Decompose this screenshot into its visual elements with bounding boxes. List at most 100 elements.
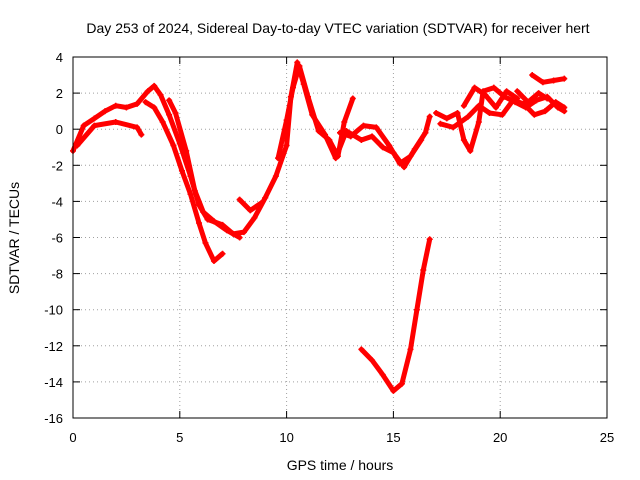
data-point (326, 137, 333, 144)
data-point (492, 104, 499, 111)
data-point (369, 357, 376, 364)
data-point (369, 133, 376, 140)
y-tick-label: -16 (44, 411, 63, 426)
data-point (183, 147, 190, 154)
data-point (80, 122, 87, 129)
data-point (443, 115, 450, 122)
data-point (360, 122, 367, 129)
data-point (341, 118, 348, 125)
data-point (247, 207, 254, 214)
data-point (296, 63, 303, 70)
data-point (349, 95, 356, 102)
data-point (91, 115, 98, 122)
marker-group-track-10 (437, 97, 568, 131)
data-point (236, 196, 243, 203)
data-point (200, 209, 207, 216)
data-point (187, 191, 194, 198)
data-series-track-6 (275, 63, 356, 161)
data-point (413, 306, 420, 313)
data-point (418, 137, 425, 144)
data-point (112, 102, 119, 109)
y-tick-label: -8 (51, 267, 63, 282)
data-point (144, 88, 151, 95)
data-point (236, 234, 243, 241)
data-point (401, 164, 408, 171)
data-series-track-11 (461, 85, 520, 110)
marker-group-track-13 (529, 72, 568, 86)
data-point (142, 99, 149, 106)
data-point (531, 111, 538, 118)
data-point (172, 109, 179, 116)
x-tick-label: 15 (386, 430, 400, 445)
data-point (420, 266, 427, 273)
data-point (499, 111, 506, 118)
data-point (223, 227, 230, 234)
data-point (166, 97, 173, 104)
y-tick-label: 0 (56, 122, 63, 137)
data-point (196, 220, 203, 227)
y-tick-label: -2 (51, 158, 63, 173)
data-point (514, 88, 521, 95)
data-series-track-13 (529, 72, 567, 85)
data-point (134, 100, 141, 107)
data-point (482, 91, 489, 98)
y-tick-label: -10 (44, 303, 63, 318)
data-point (475, 118, 482, 125)
data-point (550, 77, 557, 84)
data-point (460, 137, 467, 144)
marker-group-track-12 (514, 88, 551, 106)
marker-group-track-7 (337, 122, 425, 167)
data-point (337, 129, 343, 136)
data-point (426, 113, 433, 120)
data-point (151, 104, 158, 111)
data-point (74, 142, 81, 149)
marker-group-track-5 (236, 196, 264, 214)
marker-group-track-2 (74, 118, 145, 149)
data-point (486, 109, 493, 116)
data-point (407, 153, 414, 160)
data-point (475, 102, 482, 109)
data-point (437, 120, 444, 127)
y-tick-label: 2 (56, 86, 63, 101)
data-point (112, 118, 119, 125)
data-point (465, 113, 472, 120)
data-point (490, 84, 497, 91)
data-point (358, 137, 365, 144)
data-point (159, 118, 166, 125)
marker-group-track-3 (142, 99, 226, 264)
data-series-track-4 (166, 97, 243, 240)
x-tick-label: 5 (176, 430, 183, 445)
data-point (262, 194, 269, 201)
data-point (210, 257, 217, 264)
data-point (134, 124, 141, 131)
data-point (460, 102, 467, 109)
data-point (91, 122, 98, 129)
data-point (170, 142, 177, 149)
data-point (454, 109, 461, 116)
data-point (373, 124, 380, 131)
data-point (219, 250, 226, 257)
data-point (561, 75, 568, 82)
data-series-track-3 (143, 99, 225, 264)
data-point (520, 100, 527, 107)
data-point (138, 131, 145, 138)
data-point (379, 371, 386, 378)
data-point (294, 59, 301, 66)
data-point (334, 153, 341, 160)
y-axis-label: SDTVAR / TECUs (6, 182, 22, 294)
data-point (433, 109, 440, 116)
x-tick-label: 20 (493, 430, 507, 445)
data-point (450, 124, 457, 131)
data-point (390, 387, 397, 394)
data-point (166, 111, 173, 118)
data-series-track-7 (337, 123, 424, 166)
data-point (275, 155, 282, 162)
data-point (533, 97, 540, 104)
marker-group-track-8 (358, 236, 433, 394)
data-point (539, 79, 546, 86)
axis-ticks: 0 5 10 15 20 25 -16 -14 -12 -10 -8 -6 -4 -2 0 2 4 (44, 50, 614, 445)
data-series-track-12 (514, 88, 550, 105)
data-point (514, 95, 521, 102)
